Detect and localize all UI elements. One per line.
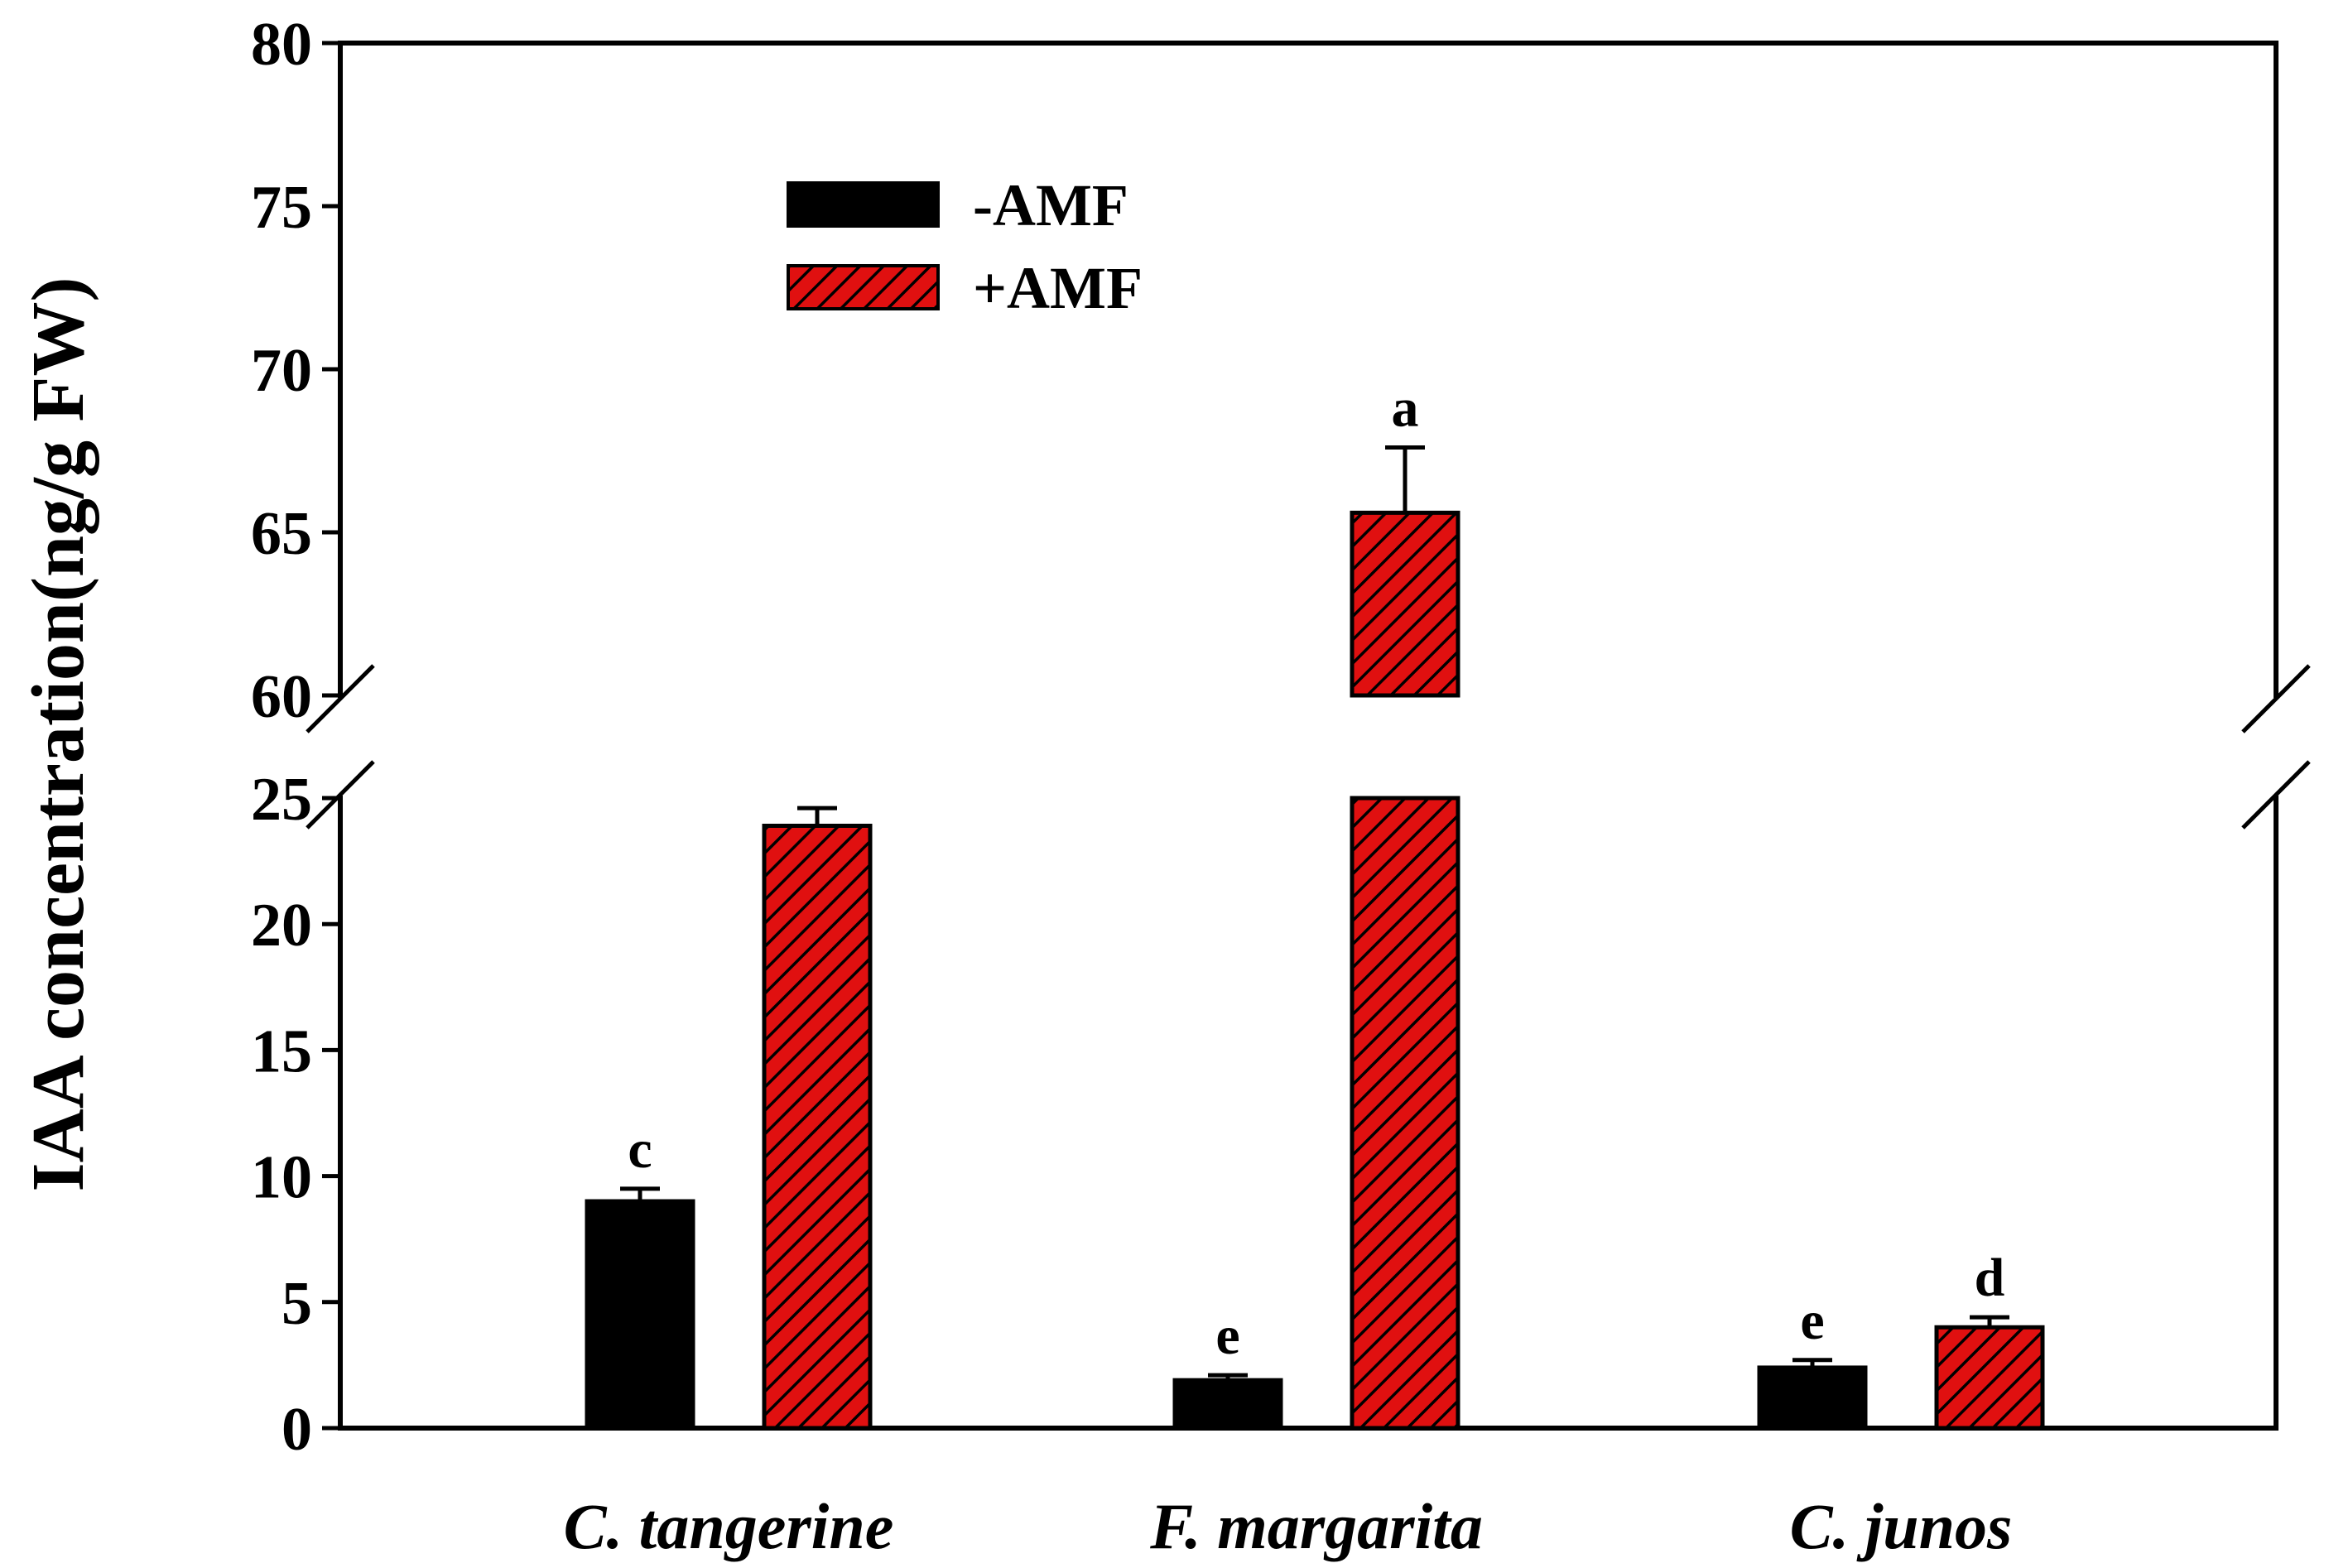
bar-minus-amf-0: [585, 1199, 695, 1431]
category-label: C. junos: [1790, 1490, 2013, 1562]
bar-plus-amf-1-upper: [1350, 510, 1460, 698]
axis-break-gap: [324, 698, 2293, 796]
y-tick-label: 65: [251, 500, 312, 568]
legend: -AMF +AMF: [787, 172, 1143, 321]
axis-break-mark: [306, 760, 375, 830]
y-tick-label: 5: [282, 1270, 312, 1338]
axis-break-layer: [306, 664, 2311, 830]
y-tick-label: 0: [282, 1396, 312, 1464]
y-axis-title: IAA concentration(ng/g FW): [17, 277, 99, 1192]
axis-break-mark: [2241, 664, 2311, 733]
bar-plus-amf-1-lower: [1350, 796, 1460, 1431]
axis-break-mark: [306, 664, 375, 733]
y-ticks-layer: 0 5 10 15 20 25 60 65 70 75 80: [251, 11, 340, 1464]
significance-label: c: [628, 1119, 652, 1180]
y-tick-label: 80: [251, 11, 312, 79]
bar-plus-amf-0: [762, 823, 873, 1431]
category-label: F. margarita: [1149, 1490, 1483, 1562]
significance-label: e: [1800, 1291, 1824, 1351]
y-tick-label: 75: [251, 174, 312, 242]
legend-swatch-minus-amf: [787, 181, 940, 228]
bar-plus-amf-2: [1934, 1325, 2045, 1431]
y-tick-label: 20: [251, 892, 312, 960]
legend-label-plus-amf: +AMF: [973, 255, 1143, 321]
legend-swatch-plus-amf: [787, 264, 940, 310]
significance-label: a: [1392, 378, 1419, 439]
y-tick-label: 25: [251, 766, 312, 834]
bar-minus-amf-2: [1757, 1365, 1868, 1431]
y-tick-label: 60: [251, 663, 312, 731]
y-tick-label: 10: [251, 1144, 312, 1212]
bar-minus-amf-1: [1172, 1378, 1283, 1431]
category-label: C. tangerine: [564, 1490, 894, 1562]
category-labels-layer: C. tangerine F. margarita C. junos: [564, 1490, 2013, 1562]
y-tick-label: 15: [251, 1017, 312, 1085]
significance-label: e: [1215, 1306, 1239, 1366]
axis-break-mark: [2241, 760, 2311, 830]
legend-label-minus-amf: -AMF: [973, 172, 1128, 238]
significance-label: d: [1975, 1248, 2005, 1308]
y-tick-label: 70: [251, 337, 312, 405]
bars-layer: ceebad: [585, 378, 2045, 1431]
